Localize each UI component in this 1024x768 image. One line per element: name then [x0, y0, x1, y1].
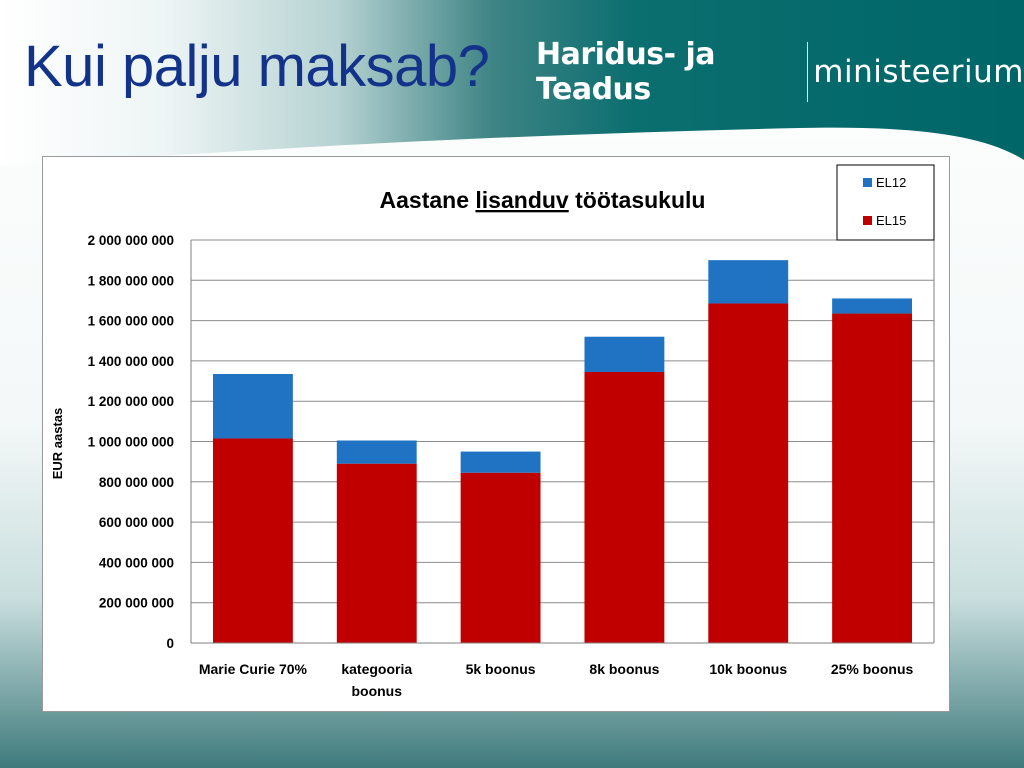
y-tick-label: 2 000 000 000 [88, 233, 174, 248]
legend-box [836, 164, 935, 241]
y-tick-label: 0 [166, 636, 174, 651]
bar-el15 [212, 438, 293, 643]
x-category-labels: Marie Curie 70% kategooria boonus 5k boonus… [199, 661, 914, 699]
chart-title-part: töötasukulu [569, 187, 706, 213]
y-axis-title: EUR aastas [50, 408, 65, 480]
legend: EL12 EL15 [836, 164, 935, 241]
x-category-label: 10k boonus [709, 661, 787, 677]
y-tick-label: 1 000 000 000 [88, 435, 174, 450]
chart: Aastane lisanduv töötasukulu 0 200 000 00… [50, 164, 935, 699]
x-category-label: 8k boonus [589, 661, 659, 677]
y-tick-label: 1 800 000 000 [88, 273, 174, 288]
y-tick-labels: 0 200 000 000 400 000 000 600 000 000 800 00… [88, 233, 174, 651]
legend-swatch-el15 [863, 216, 872, 225]
bar-el12 [708, 260, 789, 304]
bar-el15 [336, 463, 417, 643]
bar-el15 [460, 472, 541, 643]
chart-title: Aastane lisanduv töötasukulu [380, 187, 706, 213]
bar-el12 [584, 336, 665, 372]
x-category-label: Marie Curie 70% [199, 661, 308, 677]
chart-title-part: Aastane [380, 187, 476, 213]
ministry-logo: Haridus- ja Teadus ministeerium [536, 37, 1024, 107]
logo-light-text: ministeerium [813, 54, 1024, 90]
bar-el12 [212, 373, 293, 439]
slide-title: Kui palju maksab? [24, 34, 490, 99]
axes [190, 240, 935, 644]
x-category-label: 5k boonus [466, 661, 536, 677]
bar-el12 [460, 451, 541, 473]
gridlines [191, 239, 934, 644]
legend-label-el12: EL12 [876, 175, 906, 190]
y-tick-label: 1 600 000 000 [88, 314, 174, 329]
chart-title-part: lisanduv [475, 187, 569, 213]
logo-separator [806, 42, 809, 102]
y-tick-label: 1 200 000 000 [88, 394, 174, 409]
bar-el12 [336, 440, 417, 464]
bar-el15 [584, 371, 665, 643]
y-tick-label: 200 000 000 [99, 596, 174, 611]
bars [212, 260, 913, 643]
y-tick-label: 400 000 000 [99, 555, 174, 570]
legend-label-el15: EL15 [876, 213, 906, 228]
chart-panel: Aastane lisanduv töötasukulu 0 200 000 00… [42, 156, 950, 712]
y-tick-label: 600 000 000 [99, 515, 174, 530]
legend-swatch-el12 [863, 178, 872, 187]
y-tick-label: 1 400 000 000 [88, 354, 174, 369]
header-background [0, 0, 1024, 165]
bar-el15 [832, 313, 913, 643]
logo-bold-text: Haridus- ja Teadus [536, 37, 716, 107]
y-tick-label: 800 000 000 [99, 475, 174, 490]
x-category-label: 25% boonus [831, 661, 914, 677]
bar-el15 [708, 303, 789, 643]
bar-el12 [832, 298, 913, 314]
x-category-label: kategooria boonus [341, 661, 412, 699]
